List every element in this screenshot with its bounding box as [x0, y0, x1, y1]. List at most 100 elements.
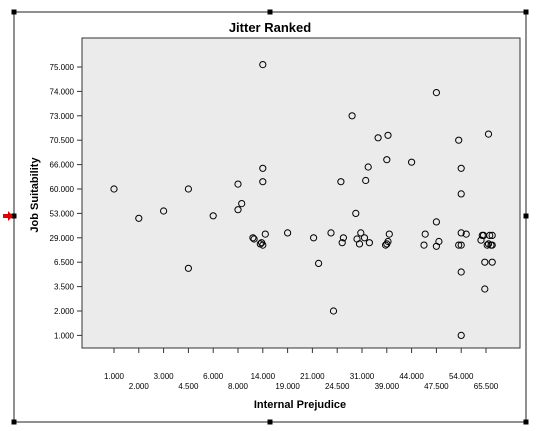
scatter-point [384, 131, 392, 139]
x-tick-label: 47.500 [424, 382, 449, 391]
resize-handle[interactable] [523, 213, 529, 219]
scatter-point [384, 237, 392, 246]
x-tick-label: 2.000 [129, 382, 150, 391]
scatter-point [385, 230, 393, 238]
resize-handle[interactable] [267, 9, 273, 15]
scatter-point [455, 241, 463, 249]
resize-handle[interactable] [523, 9, 529, 15]
scatter-point [258, 239, 266, 247]
y-tick-label: 73.000 [50, 112, 75, 121]
x-tick-label: 8.000 [228, 382, 249, 391]
y-tick-label: 53.000 [50, 209, 75, 218]
scatter-point [421, 230, 429, 238]
scatter-point [339, 234, 347, 242]
scatter-point [234, 180, 242, 188]
x-tick-label: 65.500 [474, 382, 499, 391]
scatter-point [364, 163, 372, 171]
scatter-point [209, 212, 217, 220]
y-tick-label: 2.000 [54, 307, 75, 316]
x-tick-label: 6.000 [203, 372, 224, 381]
chart-title: Jitter Ranked [229, 20, 311, 35]
scatter-point [250, 235, 258, 243]
y-tick-label: 3.500 [54, 283, 75, 292]
x-tick-label: 44.000 [399, 372, 424, 381]
scatter-point [432, 89, 440, 97]
scatter-point [374, 134, 382, 142]
scatter-point [457, 268, 465, 276]
x-tick-label: 31.000 [350, 372, 375, 381]
scatter-point [184, 264, 192, 272]
y-tick-label: 60.000 [50, 185, 75, 194]
scatter-point [259, 178, 267, 186]
x-tick-label: 54.000 [449, 372, 474, 381]
resize-handle[interactable] [267, 419, 273, 425]
scatter-point [408, 158, 416, 166]
arrow-icon [3, 211, 13, 221]
scatter-point [234, 206, 242, 214]
scatter-point [488, 258, 496, 266]
scatter-point [457, 229, 465, 237]
resize-handle[interactable] [11, 419, 17, 425]
scatter-point [488, 231, 496, 239]
scatter-point [259, 164, 267, 172]
resize-handle[interactable] [523, 419, 529, 425]
scatter-point [352, 209, 360, 217]
scatter-point [261, 230, 269, 238]
y-tick-label: 74.000 [50, 87, 75, 96]
y-tick-label: 75.000 [50, 63, 75, 72]
x-tick-label: 14.000 [251, 372, 276, 381]
resize-handle[interactable] [11, 213, 17, 219]
scatter-point [315, 259, 323, 267]
scatter-point [382, 241, 390, 249]
plot-area [81, 37, 521, 349]
scatter-point [383, 156, 391, 164]
x-tick-label: 24.500 [325, 382, 350, 391]
scatter-point [362, 176, 370, 185]
scatter-point [457, 164, 465, 172]
y-tick-label: 1.000 [54, 331, 75, 340]
scatter-point [455, 136, 463, 144]
y-tick-label: 29.000 [50, 234, 75, 243]
resize-handle[interactable] [11, 9, 17, 15]
scatter-point [357, 229, 365, 237]
scatter-point [365, 239, 373, 247]
x-tick-label: 39.000 [375, 382, 400, 391]
scatter-point [481, 285, 489, 293]
scatter-point [360, 234, 369, 242]
scatter-point [329, 307, 338, 315]
scatter-point [135, 214, 143, 222]
scatter-point [457, 241, 465, 249]
scatter-point [249, 234, 257, 242]
scatter-point [435, 237, 443, 246]
y-axis-title: Job Suitability [29, 157, 41, 233]
y-tick-label: 6.500 [54, 258, 75, 267]
x-tick-label: 4.500 [178, 382, 199, 391]
scatter-point [256, 240, 264, 248]
scatter-point [259, 61, 267, 69]
scatter-point [486, 231, 494, 239]
scatter-point [432, 218, 440, 226]
x-tick-label: 21.000 [300, 372, 325, 381]
scatter-point [420, 241, 428, 249]
scatter-point [457, 331, 465, 339]
scatter-point [484, 130, 493, 138]
scatter-point [488, 241, 496, 249]
scatter-point [481, 258, 489, 266]
x-tick-label: 1.000 [104, 372, 125, 381]
scatter-point [184, 185, 192, 193]
x-axis-title: Internal Prejudice [254, 399, 346, 411]
y-axis: 75.000 74.000 73.000 70.500 66.000 60.000 53.0… [50, 63, 82, 340]
scatter-point [348, 112, 356, 120]
x-tick-label: 19.000 [275, 382, 300, 391]
scatter-point [337, 178, 345, 186]
y-tick-label: 70.500 [50, 136, 75, 145]
scatter-point [338, 239, 346, 247]
selection-handles[interactable] [11, 9, 529, 425]
scatter-point [327, 229, 335, 237]
scatter-point [462, 230, 470, 238]
scatter-point [110, 185, 118, 193]
x-tick-label: 3.000 [154, 372, 175, 381]
